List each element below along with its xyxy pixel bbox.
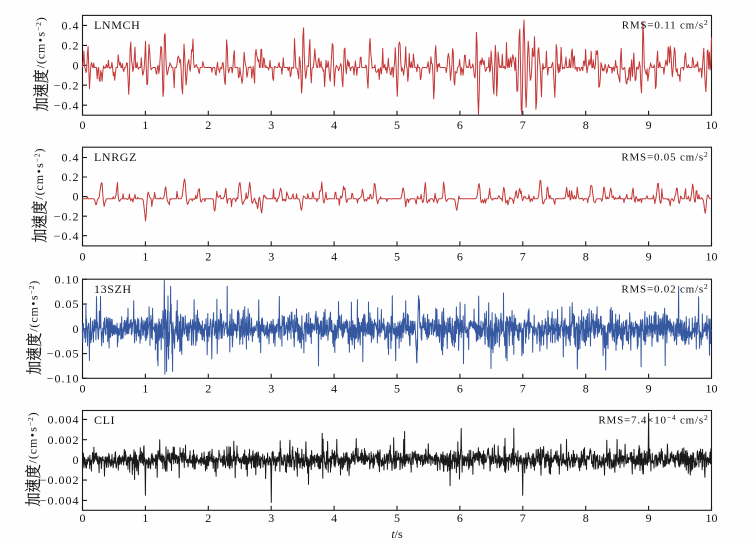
svg-text:9: 9 bbox=[646, 250, 652, 264]
svg-text:5: 5 bbox=[394, 382, 400, 396]
svg-text:6: 6 bbox=[457, 382, 463, 396]
svg-text:8: 8 bbox=[583, 511, 589, 525]
svg-text:−0.2: −0.2 bbox=[54, 78, 80, 92]
svg-text:9: 9 bbox=[646, 511, 652, 525]
svg-text:2: 2 bbox=[205, 250, 211, 264]
svg-text:3: 3 bbox=[268, 250, 274, 264]
svg-text:5: 5 bbox=[394, 511, 400, 525]
svg-text:−0.2: −0.2 bbox=[54, 209, 80, 223]
svg-text:5: 5 bbox=[394, 250, 400, 264]
svg-text:0.4: 0.4 bbox=[62, 151, 80, 165]
svg-text:1: 1 bbox=[142, 382, 148, 396]
svg-text:RMS=0.05 cm/s2: RMS=0.05 cm/s2 bbox=[621, 150, 708, 164]
svg-text:t/s: t/s bbox=[391, 527, 403, 541]
svg-text:0.2: 0.2 bbox=[62, 39, 80, 53]
svg-text:10: 10 bbox=[706, 250, 718, 264]
svg-text:LNMCH: LNMCH bbox=[94, 18, 140, 32]
svg-text:0.10: 0.10 bbox=[55, 272, 80, 286]
svg-text:2: 2 bbox=[205, 118, 211, 132]
svg-text:10: 10 bbox=[706, 118, 718, 132]
svg-text:1: 1 bbox=[142, 118, 148, 132]
svg-text:9: 9 bbox=[646, 382, 652, 396]
svg-text:0: 0 bbox=[80, 382, 86, 396]
svg-text:5: 5 bbox=[394, 118, 400, 132]
svg-text:9: 9 bbox=[646, 118, 652, 132]
svg-text:RMS=7.4×10−4 cm/s2: RMS=7.4×10−4 cm/s2 bbox=[598, 413, 708, 427]
svg-text:−0.05: −0.05 bbox=[47, 347, 80, 361]
svg-text:7: 7 bbox=[520, 511, 526, 525]
svg-text:13SZH: 13SZH bbox=[94, 282, 132, 296]
svg-text:0.05: 0.05 bbox=[55, 297, 80, 311]
svg-text:1: 1 bbox=[142, 511, 148, 525]
svg-text:4: 4 bbox=[331, 382, 337, 396]
svg-text:−0.4: −0.4 bbox=[54, 98, 80, 112]
svg-text:4: 4 bbox=[331, 118, 337, 132]
svg-text:6: 6 bbox=[457, 250, 463, 264]
svg-text:10: 10 bbox=[706, 382, 718, 396]
svg-text:2: 2 bbox=[205, 382, 211, 396]
svg-text:3: 3 bbox=[268, 511, 274, 525]
svg-text:6: 6 bbox=[457, 118, 463, 132]
svg-text:CLI: CLI bbox=[94, 413, 115, 427]
svg-text:LNRGZ: LNRGZ bbox=[94, 150, 137, 164]
svg-text:7: 7 bbox=[520, 382, 526, 396]
svg-text:0: 0 bbox=[73, 58, 80, 72]
svg-text:0: 0 bbox=[73, 322, 80, 336]
svg-text:0: 0 bbox=[73, 190, 80, 204]
svg-text:0.004: 0.004 bbox=[48, 413, 80, 427]
svg-text:8: 8 bbox=[583, 250, 589, 264]
svg-text:0.4: 0.4 bbox=[62, 19, 80, 33]
svg-text:4: 4 bbox=[331, 250, 337, 264]
svg-text:7: 7 bbox=[520, 250, 526, 264]
svg-text:0: 0 bbox=[80, 511, 86, 525]
svg-text:−0.002: −0.002 bbox=[40, 473, 80, 487]
svg-text:0: 0 bbox=[80, 250, 86, 264]
svg-text:0.2: 0.2 bbox=[62, 170, 80, 184]
svg-text:6: 6 bbox=[457, 511, 463, 525]
svg-text:−0.10: −0.10 bbox=[47, 371, 80, 385]
svg-text:3: 3 bbox=[268, 118, 274, 132]
svg-text:8: 8 bbox=[583, 382, 589, 396]
svg-text:−0.4: −0.4 bbox=[54, 229, 80, 243]
svg-text:10: 10 bbox=[706, 511, 718, 525]
svg-text:0: 0 bbox=[80, 118, 86, 132]
svg-text:RMS=0.02 cm/s2: RMS=0.02 cm/s2 bbox=[621, 282, 708, 296]
svg-text:1: 1 bbox=[142, 250, 148, 264]
svg-text:−0.004: −0.004 bbox=[40, 494, 80, 508]
svg-text:8: 8 bbox=[583, 118, 589, 132]
svg-text:3: 3 bbox=[268, 382, 274, 396]
svg-text:RMS=0.11 cm/s2: RMS=0.11 cm/s2 bbox=[622, 18, 709, 32]
svg-text:0: 0 bbox=[73, 453, 80, 467]
svg-text:0.002: 0.002 bbox=[48, 433, 80, 447]
svg-text:2: 2 bbox=[205, 511, 211, 525]
svg-text:7: 7 bbox=[520, 118, 526, 132]
svg-text:4: 4 bbox=[331, 511, 337, 525]
